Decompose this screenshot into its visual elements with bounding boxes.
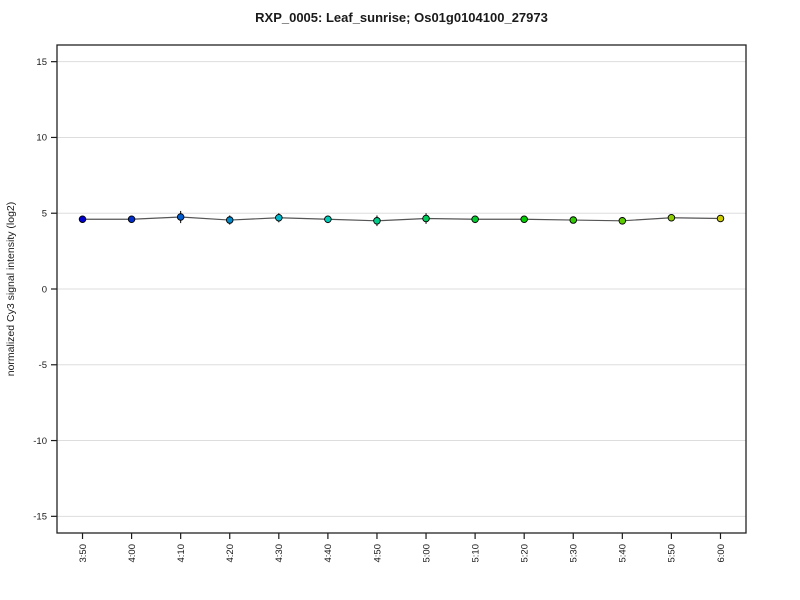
x-tick-label: 5:50 bbox=[667, 544, 678, 563]
series-line bbox=[82, 216, 721, 222]
x-tick-label: 4:50 bbox=[372, 544, 383, 563]
x-tick-label: 3:50 bbox=[78, 544, 89, 563]
data-point bbox=[176, 213, 185, 221]
x-tick-label: 4:00 bbox=[127, 544, 138, 563]
x-tick-label: 5:10 bbox=[470, 544, 481, 563]
data-point bbox=[275, 214, 283, 222]
y-tick-label: -5 bbox=[39, 360, 47, 371]
y-tick-label: 5 bbox=[42, 209, 47, 220]
data-point bbox=[127, 215, 136, 224]
data-point bbox=[667, 214, 676, 222]
data-point bbox=[520, 215, 528, 224]
data-point bbox=[78, 215, 87, 224]
x-tick-label: 5:00 bbox=[421, 544, 432, 563]
plot-border bbox=[56, 44, 747, 534]
x-tick-label: 6:00 bbox=[716, 544, 727, 563]
y-tick-label: 0 bbox=[42, 284, 47, 295]
data-point bbox=[324, 215, 332, 224]
axes: 15 10 5 0 -5 -10 -15 3:50 4:00 4:10 4:20 4:30 4:40 4:… bbox=[33, 44, 747, 563]
data-point bbox=[373, 217, 381, 225]
gridlines bbox=[57, 61, 746, 517]
y-tick-label: 15 bbox=[36, 57, 47, 68]
x-tick-label: 4:30 bbox=[274, 544, 285, 563]
chart-title: RXP_0005: Leaf_sunrise; Os01g0104100_279… bbox=[255, 10, 548, 25]
x-tick-label: 5:30 bbox=[569, 544, 580, 563]
data-point bbox=[716, 214, 725, 223]
data-point bbox=[225, 216, 234, 224]
x-tick-label: 4:40 bbox=[323, 544, 334, 563]
x-tick-label: 4:10 bbox=[176, 544, 187, 563]
x-tick-label: 5:40 bbox=[618, 544, 629, 563]
y-tick-label: -10 bbox=[33, 436, 47, 447]
data-point bbox=[471, 215, 479, 224]
y-tick-label: -15 bbox=[33, 512, 47, 523]
data-point bbox=[422, 214, 430, 223]
x-tick-label: 5:20 bbox=[519, 544, 530, 563]
data-series bbox=[78, 210, 725, 227]
y-axis-title: normalized Cy3 signal intensity (log2) bbox=[5, 202, 17, 377]
y-tick-label: 10 bbox=[36, 133, 47, 144]
data-point bbox=[618, 217, 627, 225]
data-point bbox=[569, 216, 578, 224]
x-tick-label: 4:20 bbox=[225, 544, 236, 563]
